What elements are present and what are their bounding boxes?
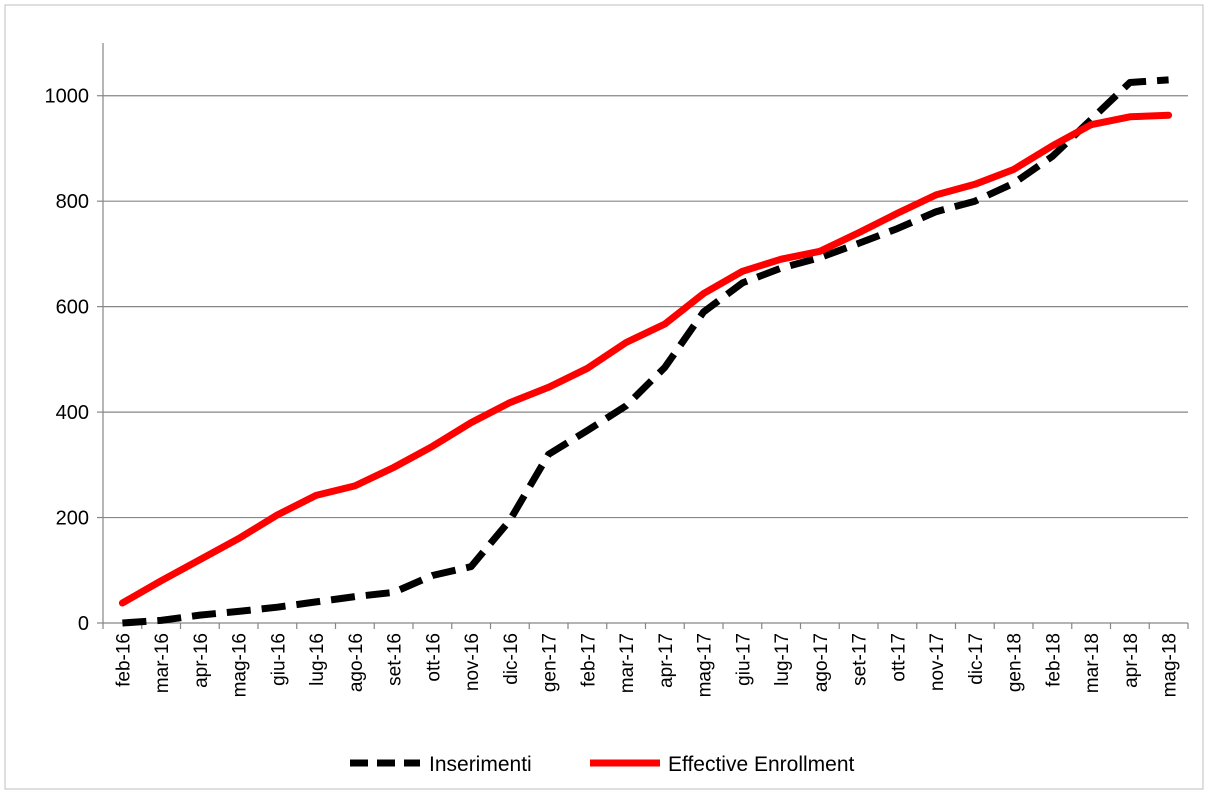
- y-tick-label: 800: [56, 191, 89, 213]
- y-tick-label: 200: [56, 508, 89, 530]
- x-tick-label: apr-18: [1121, 633, 1142, 688]
- x-tick-label: set-16: [385, 633, 406, 686]
- x-tick-label: apr-17: [656, 633, 677, 688]
- y-tick-label: 600: [56, 297, 89, 319]
- x-tick-label: mag-17: [695, 633, 716, 697]
- x-tick-label: feb-18: [1043, 633, 1064, 687]
- x-tick-label: mag-18: [1160, 633, 1181, 697]
- legend: Inserimenti Effective Enrollment: [350, 753, 855, 776]
- axes: [97, 43, 1189, 629]
- x-tick-label: dic-17: [966, 633, 987, 685]
- x-tick-label: giu-17: [733, 633, 754, 686]
- x-tick-label: ago-17: [811, 633, 832, 692]
- x-tick-label: mar-17: [617, 633, 638, 693]
- x-tick-label: gen-17: [540, 633, 561, 692]
- series-line-inserimenti: [122, 76, 1169, 627]
- series-lines: [118, 76, 1173, 627]
- x-tick-label: gen-18: [1005, 633, 1026, 692]
- x-tick-label: lug-16: [307, 633, 328, 686]
- y-tick-label: 1000: [45, 86, 90, 108]
- x-tick-label: nov-17: [927, 633, 948, 691]
- series-line-effective-enrollment: [118, 111, 1173, 607]
- x-tick-label: mar-16: [152, 633, 173, 693]
- legend-label: Effective Enrollment: [668, 753, 855, 776]
- x-tick-label: feb-16: [113, 633, 134, 687]
- y-tick-labels: 0 200 400 600 800 1000: [45, 86, 90, 635]
- legend-label: Inserimenti: [429, 753, 532, 776]
- x-tick-label: giu-16: [268, 633, 289, 686]
- x-tick-label: mar-18: [1082, 633, 1103, 693]
- x-tick-label: ago-16: [346, 633, 367, 692]
- y-tick-label: 400: [56, 402, 89, 424]
- x-tick-label: set-17: [850, 633, 871, 686]
- x-tick-label: ott-17: [888, 633, 909, 682]
- chart-border: [4, 4, 1204, 790]
- x-tick-label: nov-16: [462, 633, 483, 691]
- x-tick-label: feb-17: [578, 633, 599, 687]
- x-tick-label: lug-17: [772, 633, 793, 686]
- x-tick-label: mag-16: [230, 633, 251, 697]
- x-tick-label: apr-16: [191, 633, 212, 688]
- x-tick-label: dic-16: [501, 633, 522, 685]
- x-tick-labels: feb-16 mar-16 apr-16 mag-16 giu-16 lug-16 ago-…: [113, 633, 1180, 697]
- gridlines: [103, 95, 1188, 519]
- x-tick-label: ott-16: [423, 633, 444, 682]
- y-tick-label: 0: [78, 613, 89, 635]
